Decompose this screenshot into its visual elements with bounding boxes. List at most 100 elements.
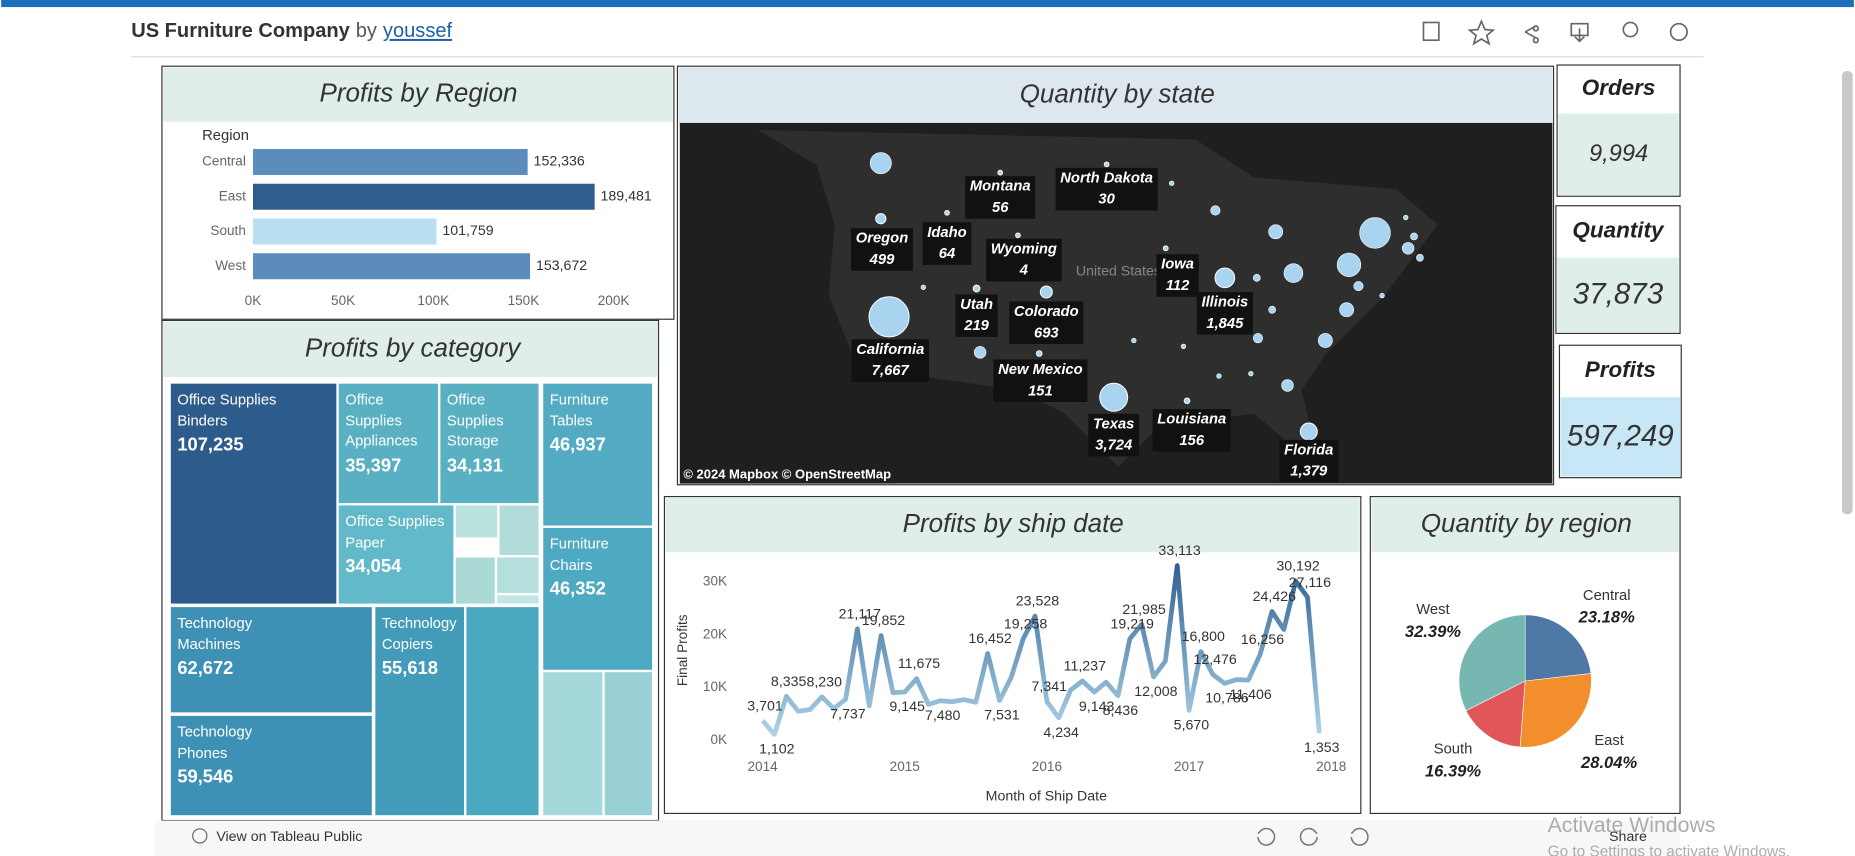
toolbar-button[interactable] [1299, 827, 1318, 846]
label-bg [1088, 413, 1140, 457]
cell-name: Furniture [549, 535, 609, 553]
y-tick-label: 0K [710, 732, 727, 747]
state-bubble [868, 296, 910, 338]
cell-text: Technology Copiers 55,618 [382, 614, 460, 680]
category-label: Central [202, 154, 246, 169]
label-bg [986, 238, 1062, 282]
state-name: Wyoming [991, 241, 1057, 257]
state-bubble [1099, 382, 1129, 412]
cell-name: Technology [177, 614, 253, 632]
state-dot [973, 346, 987, 359]
toolbar-button[interactable] [1350, 827, 1369, 846]
label-bg [955, 294, 998, 337]
cell-name: Chairs [549, 556, 593, 573]
state-dot [1252, 274, 1261, 282]
x-tick-label: 2016 [1032, 759, 1062, 774]
treemap-cell [439, 382, 540, 505]
value-label: 9,143 [1079, 699, 1115, 715]
value-label: 1,353 [1304, 740, 1340, 756]
cell-name: Storage [446, 432, 499, 450]
download-icon[interactable] [1570, 22, 1589, 43]
tableau-icon [192, 828, 208, 844]
kpi-value: 9,994 [1589, 141, 1648, 167]
cell-value: 34,131 [446, 455, 503, 476]
state-value: 112 [1166, 278, 1190, 294]
value-label: 4,234 [1043, 725, 1079, 741]
value-label: 3,701 [747, 698, 783, 714]
scrollbar[interactable] [1842, 70, 1853, 515]
cell-name: Binders [177, 412, 228, 429]
cell-name: Office Supplies [345, 513, 445, 530]
label-bg [850, 228, 913, 271]
treemap-cell [337, 382, 440, 505]
value-label: 189,481 [601, 188, 652, 204]
label-bg [1196, 292, 1253, 335]
label-bg [922, 222, 972, 265]
treemap-cell [169, 382, 338, 605]
label-bg [965, 176, 1036, 219]
state-name: Iowa [1161, 257, 1194, 273]
slice-value: 32.39% [1405, 622, 1461, 641]
label-bg [1055, 167, 1158, 211]
cell-name: Technology [177, 723, 253, 741]
state-dot [1416, 253, 1424, 262]
state-dot [1353, 281, 1364, 292]
state-value: 30 [1098, 192, 1115, 208]
value-label: 8,436 [1103, 703, 1139, 719]
cell-label: Technology Phones 59,546 [177, 723, 253, 788]
view-link[interactable]: View on Tableau Public [216, 829, 362, 845]
y-tick-label: 20K [703, 626, 727, 641]
panel-title: Profits by Region [320, 77, 518, 107]
state-dot [1410, 232, 1418, 241]
share-icon[interactable] [1524, 25, 1540, 44]
slice-name: Central [1583, 588, 1631, 604]
state-dot [1268, 305, 1276, 314]
favorite-icon[interactable] [1467, 19, 1496, 46]
state-dot [1216, 373, 1222, 379]
author-link[interactable]: youssef [383, 20, 453, 42]
state-bubble [997, 169, 1004, 176]
label-bg [1009, 301, 1084, 345]
panel-title: Profits by category [305, 332, 522, 362]
category-label: South [210, 223, 245, 238]
watermark: Activate Windows [1548, 813, 1716, 837]
toolbar-button[interactable] [1257, 827, 1276, 846]
value-label: 153,672 [536, 258, 587, 274]
treemap-cell [603, 670, 654, 817]
state-bubble [1214, 267, 1236, 289]
settings-icon[interactable] [1669, 22, 1688, 42]
slice-value: 28.04% [1580, 753, 1637, 772]
x-tick-label: 200K [598, 293, 630, 308]
treemap-cell [337, 504, 455, 605]
cell-text: Technology Machines 62,672 [177, 614, 367, 680]
treemap-cell [542, 526, 654, 671]
share-button[interactable]: Share [1609, 829, 1647, 845]
state-value: 219 [963, 318, 989, 334]
value-label: 27,116 [1289, 575, 1331, 591]
state-bubble [944, 209, 950, 216]
cell-name: Furniture [549, 391, 609, 408]
state-dot [1403, 214, 1409, 221]
toolbar [1422, 19, 1688, 46]
state-dot [1252, 333, 1263, 344]
value-label: 24,426 [1253, 589, 1296, 605]
treemap-cell [454, 556, 496, 605]
cell-value: 46,352 [549, 579, 606, 600]
value-label: 11,675 [898, 656, 940, 672]
state-value: 56 [992, 200, 1009, 216]
state-value: 151 [1028, 383, 1053, 399]
state-value: 1,379 [1290, 464, 1328, 480]
value-label: 7,737 [830, 707, 866, 723]
state-name: Texas [1093, 416, 1134, 432]
state-bubble [972, 284, 981, 293]
cell-label: Office Supplies Paper 34,054 [345, 513, 445, 577]
state-dot [1339, 302, 1355, 318]
bar [252, 148, 528, 175]
cell-value: 55,618 [381, 658, 438, 679]
edit-icon[interactable] [1422, 21, 1440, 42]
bar [252, 218, 437, 245]
state-dot [1168, 180, 1175, 186]
state-bubble [1299, 422, 1318, 441]
value-label: 12,008 [1134, 684, 1177, 700]
badge-icon[interactable] [1622, 21, 1639, 38]
